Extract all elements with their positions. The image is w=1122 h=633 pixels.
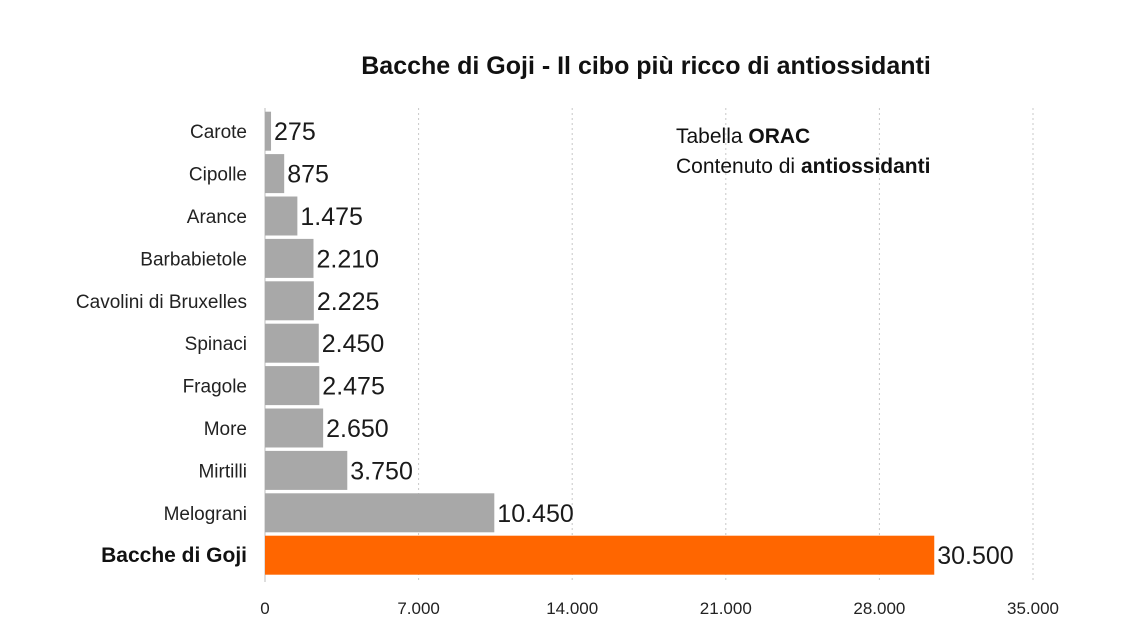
category-label: Spinaci bbox=[185, 334, 247, 355]
x-tick-label: 0 bbox=[260, 599, 269, 618]
category-label: More bbox=[204, 419, 247, 440]
x-tick-label: 7.000 bbox=[397, 599, 440, 618]
category-label: Cavolini di Bruxelles bbox=[76, 292, 247, 313]
bar bbox=[265, 154, 285, 194]
value-label: 1.475 bbox=[300, 203, 363, 231]
bar bbox=[265, 196, 298, 236]
bar bbox=[265, 366, 320, 406]
annotation-line-2: Contenuto di antiossidanti bbox=[676, 155, 930, 178]
value-label: 275 bbox=[274, 118, 316, 146]
bar bbox=[265, 323, 319, 363]
category-label: Bacche di Goji bbox=[101, 544, 247, 567]
value-label: 875 bbox=[287, 161, 329, 189]
category-label: Carote bbox=[190, 122, 247, 143]
x-tick-label: 21.000 bbox=[700, 599, 752, 618]
value-label: 2.475 bbox=[322, 373, 385, 401]
bar bbox=[265, 111, 272, 151]
category-label: Mirtilli bbox=[198, 461, 247, 482]
value-label: 2.225 bbox=[317, 288, 380, 316]
annotation-line-1: Tabella ORAC bbox=[676, 125, 810, 148]
annotation-line-1-prefix: Tabella bbox=[676, 125, 748, 148]
value-label: 2.450 bbox=[322, 330, 385, 358]
annotation-line-1-bold: ORAC bbox=[748, 125, 810, 148]
value-label: 30.500 bbox=[937, 542, 1013, 570]
x-tick-label: 35.000 bbox=[1007, 599, 1059, 618]
value-label: 3.750 bbox=[350, 457, 413, 485]
x-axis-ticks: 0 7.000 14.000 21.000 28.000 35.000 bbox=[260, 599, 1059, 618]
category-label: Barbabietole bbox=[140, 249, 247, 270]
category-label: Fragole bbox=[183, 377, 247, 398]
value-label: 2.210 bbox=[316, 245, 379, 273]
x-tick-label: 14.000 bbox=[546, 599, 598, 618]
bar-highlight bbox=[265, 535, 935, 575]
bar bbox=[265, 238, 314, 278]
chart-title: Bacche di Goji - Il cibo più ricco di an… bbox=[361, 52, 931, 80]
value-label: 2.650 bbox=[326, 415, 389, 443]
bar bbox=[265, 281, 314, 321]
annotation-line-2-bold: antiossidanti bbox=[801, 155, 931, 178]
bar bbox=[265, 450, 348, 490]
value-label: 10.450 bbox=[497, 500, 573, 528]
x-tick-label: 28.000 bbox=[853, 599, 905, 618]
category-label: Cipolle bbox=[189, 165, 247, 186]
category-label: Arance bbox=[187, 207, 247, 228]
value-labels: 275 875 1.475 2.210 2.225 2.450 2.475 2.650 3.75… bbox=[274, 118, 1014, 570]
category-labels: Carote Cipolle Arance Barbabietole Cavolini … bbox=[76, 122, 247, 567]
annotation-line-2-prefix: Contenuto di bbox=[676, 155, 801, 178]
bar bbox=[265, 408, 324, 448]
category-label: Melograni bbox=[164, 504, 247, 525]
bar bbox=[265, 493, 495, 533]
bars-layer bbox=[265, 111, 935, 575]
